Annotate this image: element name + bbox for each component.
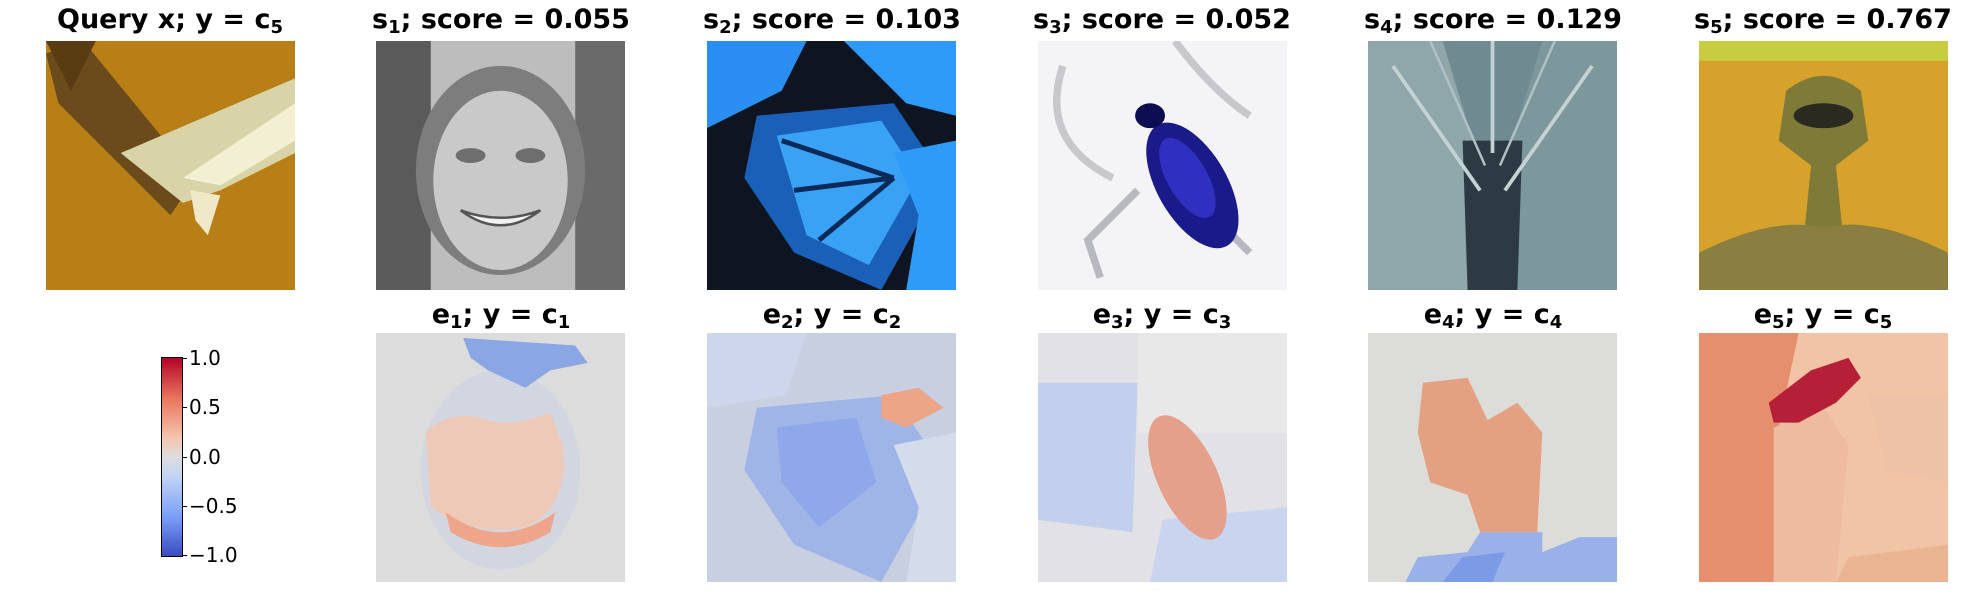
- explanation-symbol-1: e: [431, 299, 450, 330]
- colorbar-tick: [182, 358, 187, 359]
- explanation-class-symbol-5: c: [1863, 299, 1880, 330]
- sample-score-1: 0.055: [544, 4, 630, 35]
- sample-index-5: 5: [1710, 17, 1723, 38]
- colorbar-tick-label: −0.5: [189, 494, 238, 518]
- explanation-class-index-5: 5: [1879, 312, 1893, 333]
- sample-image-5: [1699, 41, 1948, 290]
- explanation-symbol-3: e: [1092, 299, 1111, 330]
- explanation-symbol-2: e: [762, 299, 781, 330]
- explanation-heatmap-2: [707, 333, 956, 582]
- explanation-class-symbol-2: c: [872, 299, 889, 330]
- sample-score-5: 0.767: [1866, 4, 1952, 35]
- explanation-class-index-4: 4: [1549, 312, 1563, 333]
- explanation-heatmap-1: [376, 333, 625, 582]
- colorbar: [161, 357, 183, 557]
- query-image: [46, 41, 295, 290]
- explanation-symbol-4: e: [1423, 299, 1442, 330]
- sample-image-4: [1368, 41, 1617, 290]
- sample-title-4: s4; score = 0.129: [1364, 4, 1622, 38]
- query-title: Query x; y = c5: [57, 4, 283, 38]
- sample-score-3: 0.052: [1205, 4, 1291, 35]
- query-name: Query x: [57, 4, 176, 35]
- explanation-class-symbol-3: c: [1202, 299, 1219, 330]
- colorbar-tick-label: 1.0: [189, 346, 221, 370]
- sample-symbol-2: s: [703, 4, 720, 35]
- sample-image-1: [376, 41, 625, 290]
- sample-index-4: 4: [1380, 17, 1393, 38]
- explanation-index-4: 4: [1442, 312, 1455, 333]
- sample-title-3: s3; score = 0.052: [1033, 4, 1291, 38]
- explanation-class-index-3: 3: [1218, 312, 1232, 333]
- sample-title-1: s1; score = 0.055: [372, 4, 630, 38]
- sample-score-label-3: score: [1081, 4, 1165, 35]
- explanation-symbol-5: e: [1753, 299, 1772, 330]
- sample-symbol-4: s: [1364, 4, 1381, 35]
- explanation-title-2: e2; y = c2: [762, 299, 902, 333]
- explanation-title-1: e1; y = c1: [431, 299, 571, 333]
- sample-title-2: s2; score = 0.103: [703, 4, 961, 38]
- explanation-title-3: e3; y = c3: [1092, 299, 1232, 333]
- query-class-symbol: c: [254, 4, 271, 35]
- explanation-class-symbol-1: c: [541, 299, 558, 330]
- sample-index-3: 3: [1049, 17, 1062, 38]
- sample-image-3: [1038, 41, 1287, 290]
- explanation-heatmap-5: [1699, 333, 1948, 582]
- explanation-class-symbol-4: c: [1533, 299, 1550, 330]
- sample-symbol-1: s: [372, 4, 389, 35]
- sample-score-label-4: score: [1412, 4, 1496, 35]
- colorbar-tick-label: 0.5: [189, 395, 221, 419]
- colorbar-tick-label: 0.0: [189, 445, 221, 469]
- query-class-index: 5: [270, 17, 283, 38]
- sample-symbol-5: s: [1694, 4, 1711, 35]
- sample-image-2: [707, 41, 956, 290]
- sample-score-label-1: score: [420, 4, 504, 35]
- sample-score-4: 0.129: [1536, 4, 1622, 35]
- explanation-index-5: 5: [1772, 312, 1785, 333]
- sample-score-2: 0.103: [875, 4, 961, 35]
- sample-score-label-2: score: [751, 4, 835, 35]
- colorbar-tick: [182, 506, 187, 507]
- explanation-heatmap-4: [1368, 333, 1617, 582]
- explanation-title-4: e4; y = c4: [1423, 299, 1563, 333]
- explanation-class-index-1: 1: [557, 312, 571, 333]
- sample-symbol-3: s: [1033, 4, 1050, 35]
- explanation-title-5: e5; y = c5: [1753, 299, 1893, 333]
- explanation-heatmap-3: [1038, 333, 1287, 582]
- sample-score-label-5: score: [1742, 4, 1826, 35]
- explanation-index-3: 3: [1111, 312, 1124, 333]
- colorbar-tick: [182, 555, 187, 556]
- sample-title-5: s5; score = 0.767: [1694, 4, 1952, 38]
- sample-index-1: 1: [388, 17, 401, 38]
- explanation-index-2: 2: [781, 312, 794, 333]
- sample-index-2: 2: [719, 17, 732, 38]
- colorbar-tick: [182, 407, 187, 408]
- explanation-class-index-2: 2: [888, 312, 902, 333]
- colorbar-tick-label: −1.0: [189, 543, 238, 567]
- colorbar-tick: [182, 457, 187, 458]
- explanation-index-1: 1: [450, 312, 463, 333]
